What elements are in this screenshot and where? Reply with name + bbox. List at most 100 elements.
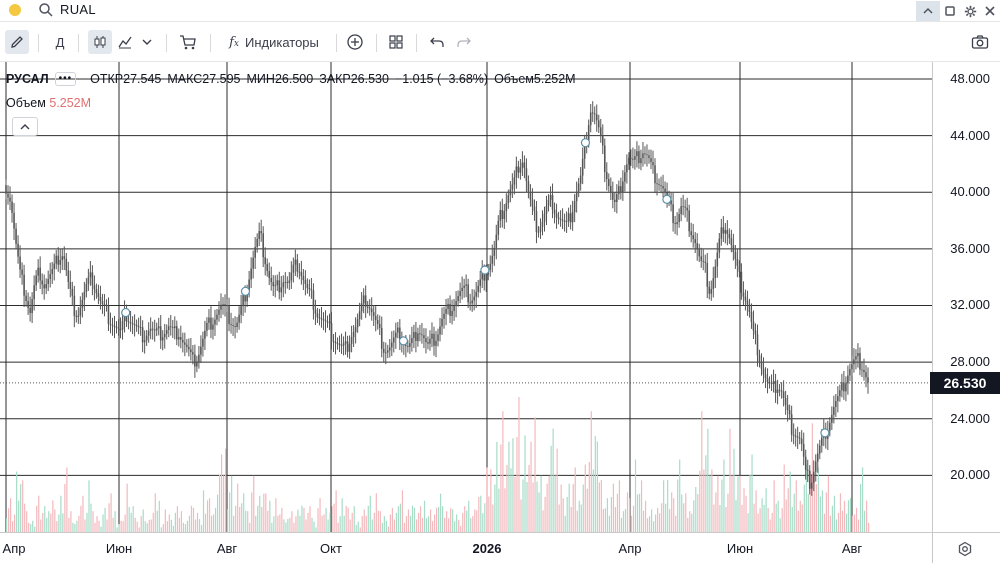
volume-bar [843, 500, 846, 532]
volume-bar [438, 507, 440, 532]
gear-icon[interactable] [960, 1, 980, 21]
candles-icon[interactable] [88, 30, 112, 54]
candle-body [750, 311, 753, 322]
candle-body [433, 333, 435, 346]
candle-body [161, 337, 164, 341]
volume-bar [389, 514, 391, 532]
time-tick-label: Июн [726, 541, 754, 556]
volume-bar [118, 524, 120, 532]
volume-bar [337, 522, 339, 532]
candle-body [626, 164, 628, 173]
candle-body [360, 303, 363, 312]
time-scale[interactable]: Апр Июн Авг Окт 2026 Апр Июн Авг [0, 532, 932, 563]
volume-bar [112, 517, 114, 532]
candle-body [736, 258, 739, 266]
undo-icon[interactable] [426, 30, 448, 54]
price-scale[interactable]: 48.000 44.000 40.000 36.000 32.000 28.000 24.0… [932, 62, 1000, 532]
candle-body [628, 157, 630, 165]
volume-bar [596, 441, 598, 532]
volume-bar [831, 505, 834, 532]
volume-bar [757, 513, 759, 532]
volume-bar [347, 507, 349, 532]
symbol-name[interactable]: РУСАЛ [6, 72, 49, 86]
chart-settings-gear-icon[interactable] [957, 541, 973, 557]
indicators-button[interactable]: fx Индикаторы [220, 30, 328, 54]
collapse-legend-button[interactable] [12, 117, 38, 136]
candle-body [302, 276, 305, 281]
candle-body [808, 470, 811, 489]
volume-legend: Объем 5.252M [6, 96, 91, 110]
volume-bar [582, 484, 584, 532]
redo-icon[interactable] [453, 30, 475, 54]
candle-body [149, 328, 152, 331]
interval-button[interactable]: Д [55, 34, 65, 50]
candle-body [41, 280, 43, 285]
volume-bar [68, 517, 70, 532]
candle-body [159, 326, 162, 341]
chevron-up-icon[interactable] [916, 1, 940, 21]
volume-bar [325, 507, 327, 532]
volume-bar [544, 497, 546, 532]
candle-body [700, 256, 703, 261]
volume-bar [271, 522, 273, 532]
candle-body [372, 312, 375, 317]
camera-icon[interactable] [968, 30, 992, 54]
candle-body [57, 255, 60, 265]
volume-bar [462, 512, 464, 532]
close-icon[interactable] [980, 1, 1000, 21]
candle-body [692, 235, 694, 240]
candle-body [248, 279, 250, 291]
more-options-button[interactable]: ••• [54, 72, 77, 86]
candle-body [25, 295, 27, 301]
candle-body [774, 380, 777, 393]
volume-bar [375, 493, 377, 532]
candle-body [153, 329, 156, 331]
line-chart-icon[interactable] [114, 30, 136, 54]
candle-body [784, 397, 787, 405]
candle-body [51, 269, 54, 275]
cart-icon[interactable] [176, 30, 200, 54]
candle-body [370, 308, 373, 313]
candle-body [501, 209, 504, 220]
candle-body [766, 378, 769, 383]
candle-body [704, 261, 707, 263]
candle-body [794, 435, 797, 437]
candle-body [634, 156, 636, 160]
chart-pane[interactable] [0, 62, 932, 532]
layout-grid-icon[interactable] [385, 30, 407, 54]
volume-bar [80, 505, 82, 532]
candle-body [744, 296, 747, 301]
pencil-icon[interactable] [5, 30, 29, 54]
candle-body [597, 120, 600, 128]
search-input[interactable]: RUAL [60, 2, 96, 17]
candle-body [109, 323, 112, 325]
candle-body [202, 338, 204, 347]
candle-body [778, 389, 781, 391]
candle-body [81, 299, 84, 308]
candle-body [214, 319, 216, 325]
event-marker [240, 286, 251, 296]
candle-body [386, 350, 389, 353]
maximize-icon[interactable] [940, 1, 960, 21]
search-icon[interactable] [38, 2, 54, 18]
volume-bar [564, 515, 566, 532]
price-tick-label: 24.000 [950, 410, 990, 426]
candle-body [196, 361, 198, 367]
volume-bar [863, 510, 866, 532]
candle-body [851, 364, 853, 370]
volume-bar [371, 519, 373, 532]
volume-bar [554, 475, 556, 532]
candle-body [579, 175, 582, 184]
candle-body [85, 283, 88, 292]
volume-bar [229, 492, 231, 532]
candle-body [411, 338, 413, 344]
candle-body [107, 305, 110, 324]
candle-body [300, 272, 303, 277]
volume-bar [321, 515, 323, 532]
price-chart[interactable] [0, 62, 932, 532]
add-icon[interactable] [344, 30, 366, 54]
candle-body [678, 214, 680, 223]
volume-bar [711, 469, 713, 532]
chevron-down-icon[interactable] [138, 30, 156, 54]
candle-body [169, 326, 172, 328]
